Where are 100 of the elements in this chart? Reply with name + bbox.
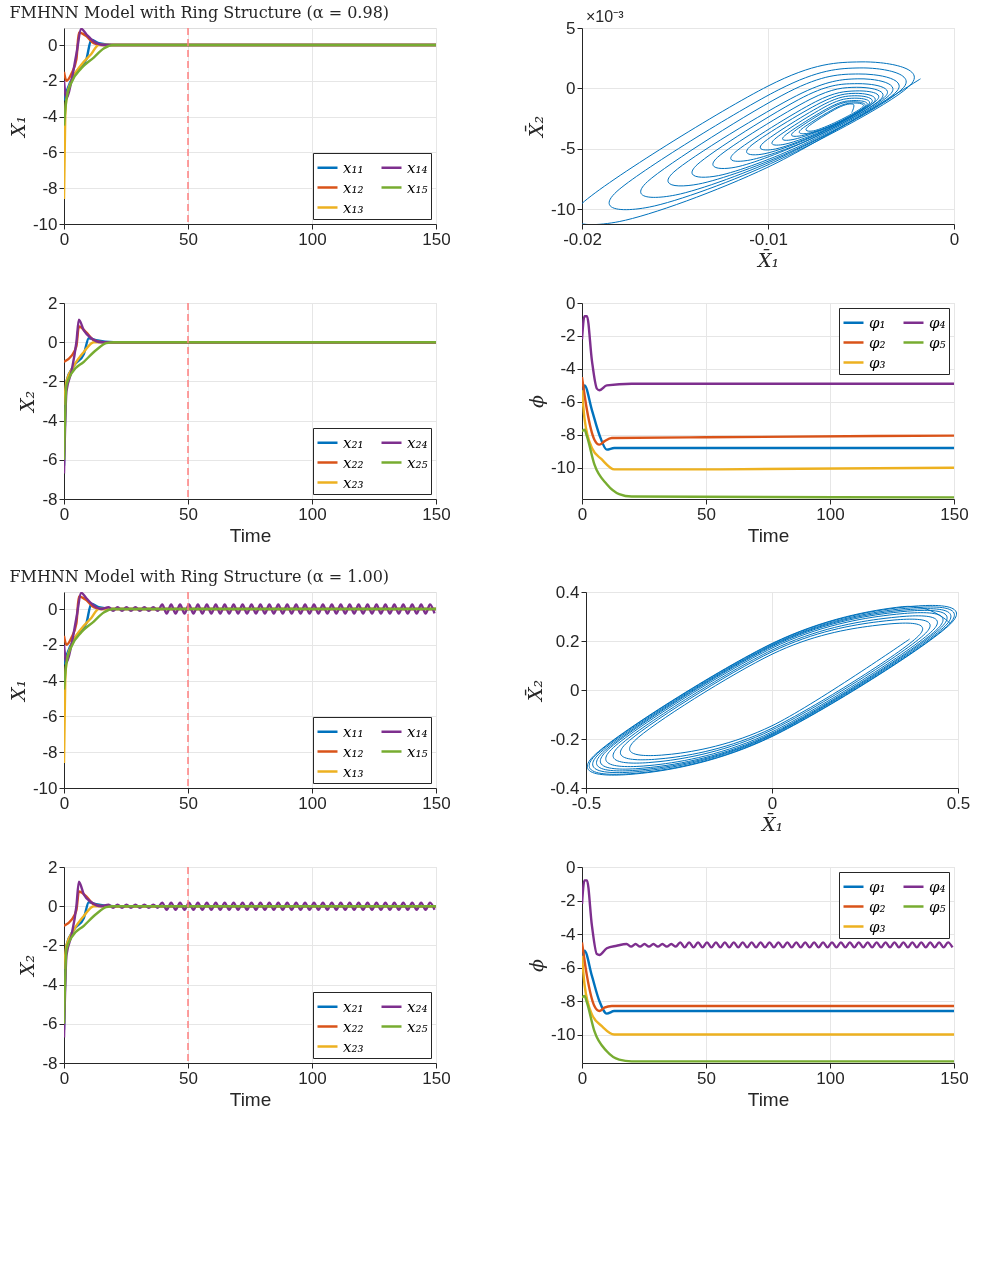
y-tick-label: -8 (560, 991, 576, 1011)
y-tick-label: -10 (550, 1025, 576, 1045)
x-tick-label: 50 (697, 1068, 716, 1088)
legend-label: φ₅ (929, 897, 946, 916)
legend-label: x₁₂ (343, 178, 364, 197)
x-tick-label: 50 (179, 1068, 198, 1088)
legend-label: x₂₂ (343, 453, 364, 472)
legend-label: x₂₄ (407, 433, 428, 452)
y-tick-label: -2 (560, 326, 576, 346)
y-axis-title: X₂ (16, 954, 39, 979)
x-tick-label: 100 (816, 1068, 845, 1088)
x-axis-title: X̄₁ (759, 812, 784, 835)
y-tick-label: -2 (42, 71, 58, 91)
y-tick-label: 0.2 (555, 631, 580, 651)
legend-label: x₂₅ (407, 1017, 428, 1036)
y-tick-label: 0 (570, 680, 580, 700)
legend-label: x₂₅ (407, 453, 428, 472)
y-tick-label: 2 (48, 857, 58, 877)
chart-title: FMHNN Model with Ring Structure (α = 1.00) (9, 567, 390, 587)
x-tick-label: 100 (816, 504, 845, 524)
x-tick-label: 150 (422, 504, 451, 524)
x-tick-label: 50 (697, 504, 716, 524)
y-axis-title: X₁ (6, 679, 29, 704)
legend-label: x₁₁ (343, 158, 364, 177)
y-axis-title: ϕ (524, 958, 547, 972)
x-tick-label: 0 (949, 229, 960, 249)
x-tick-label: 0.5 (946, 793, 971, 813)
y-tick-label: 0 (48, 35, 58, 55)
y-tick-label: 0 (48, 599, 58, 619)
x-tick-label: 100 (298, 1068, 327, 1088)
y-tick-label: -2 (42, 371, 58, 391)
legend-label: x₁₅ (407, 742, 428, 761)
legend-label: x₁₄ (407, 722, 428, 741)
legend-label: φ₃ (869, 917, 886, 936)
x-axis-title: Time (747, 524, 790, 546)
legend-label: φ₂ (869, 333, 886, 352)
y-tick-label: -4 (560, 359, 576, 379)
y-tick-label: -4 (560, 924, 576, 944)
y-tick-label: -8 (42, 489, 58, 509)
y-axis-title: X̄₂ (524, 115, 547, 140)
x-axis-title: X̄₁ (755, 248, 780, 271)
y-tick-label: -10 (550, 199, 576, 219)
y-tick-label: 0 (48, 896, 58, 916)
x-tick-label: 150 (940, 504, 969, 524)
x-tick-label: 0 (767, 793, 778, 813)
y-axis-title: X₁ (6, 115, 29, 140)
legend-label: x₂₃ (343, 1037, 364, 1056)
y-tick-label: -2 (42, 635, 58, 655)
y-tick-label: -10 (32, 214, 58, 234)
y-tick-label: -8 (42, 1053, 58, 1073)
y-tick-label: 0 (48, 332, 58, 352)
legend-label: φ₁ (869, 313, 886, 332)
y-tick-label: -4 (42, 975, 58, 995)
x-tick-label: 100 (298, 793, 327, 813)
legend-label: φ₅ (929, 333, 946, 352)
x-axis-title: Time (229, 1088, 272, 1110)
legend-label: φ₄ (929, 877, 946, 896)
x-tick-label: -0.01 (749, 229, 788, 249)
legend-label: x₂₄ (407, 997, 428, 1016)
legend-label: x₁₅ (407, 178, 428, 197)
y-tick-label: -4 (42, 107, 58, 127)
y-tick-label: 5 (566, 18, 576, 38)
legend-label: φ₁ (869, 877, 886, 896)
y-tick-label: -8 (42, 742, 58, 762)
y-tick-label: -5 (560, 139, 576, 159)
x-tick-label: 150 (422, 793, 451, 813)
legend-label: x₂₁ (343, 433, 364, 452)
y-tick-label: -4 (42, 411, 58, 431)
y-tick-label: -10 (32, 778, 58, 798)
x-tick-label: 100 (298, 229, 327, 249)
chart-title: FMHNN Model with Ring Structure (α = 0.98) (9, 3, 390, 23)
y-tick-label: 2 (48, 293, 58, 313)
y-tick-label: -6 (42, 450, 58, 470)
x-axis-title: Time (229, 524, 272, 546)
legend-label: x₁₄ (407, 158, 428, 177)
y-tick-label: 0 (566, 293, 576, 313)
y-tick-label: 0 (566, 857, 576, 877)
x-tick-label: 150 (422, 1068, 451, 1088)
legend-label: x₂₁ (343, 997, 364, 1016)
legend-label: x₁₃ (343, 198, 364, 217)
y-tick-label: -8 (560, 425, 576, 445)
y-tick-label: 0.4 (555, 582, 580, 602)
y-tick-label: -6 (560, 958, 576, 978)
legend-label: x₂₂ (343, 1017, 364, 1036)
x-tick-label: 50 (179, 793, 198, 813)
y-tick-label: -0.2 (550, 729, 580, 749)
x-tick-label: 150 (422, 229, 451, 249)
x-tick-label: 100 (298, 504, 327, 524)
y-tick-label: -2 (42, 935, 58, 955)
legend-label: x₁₂ (343, 742, 364, 761)
legend-label: φ₂ (869, 897, 886, 916)
x-tick-label: 50 (179, 229, 198, 249)
y-tick-label: -10 (550, 458, 576, 478)
legend-label: x₁₃ (343, 762, 364, 781)
y-tick-label: 0 (566, 78, 576, 98)
y-tick-label: -6 (560, 392, 576, 412)
y-tick-label: -2 (560, 891, 576, 910)
y-tick-label: -4 (42, 671, 58, 691)
x-tick-label: 150 (940, 1068, 969, 1088)
text: ×10⁻³ (586, 8, 625, 25)
